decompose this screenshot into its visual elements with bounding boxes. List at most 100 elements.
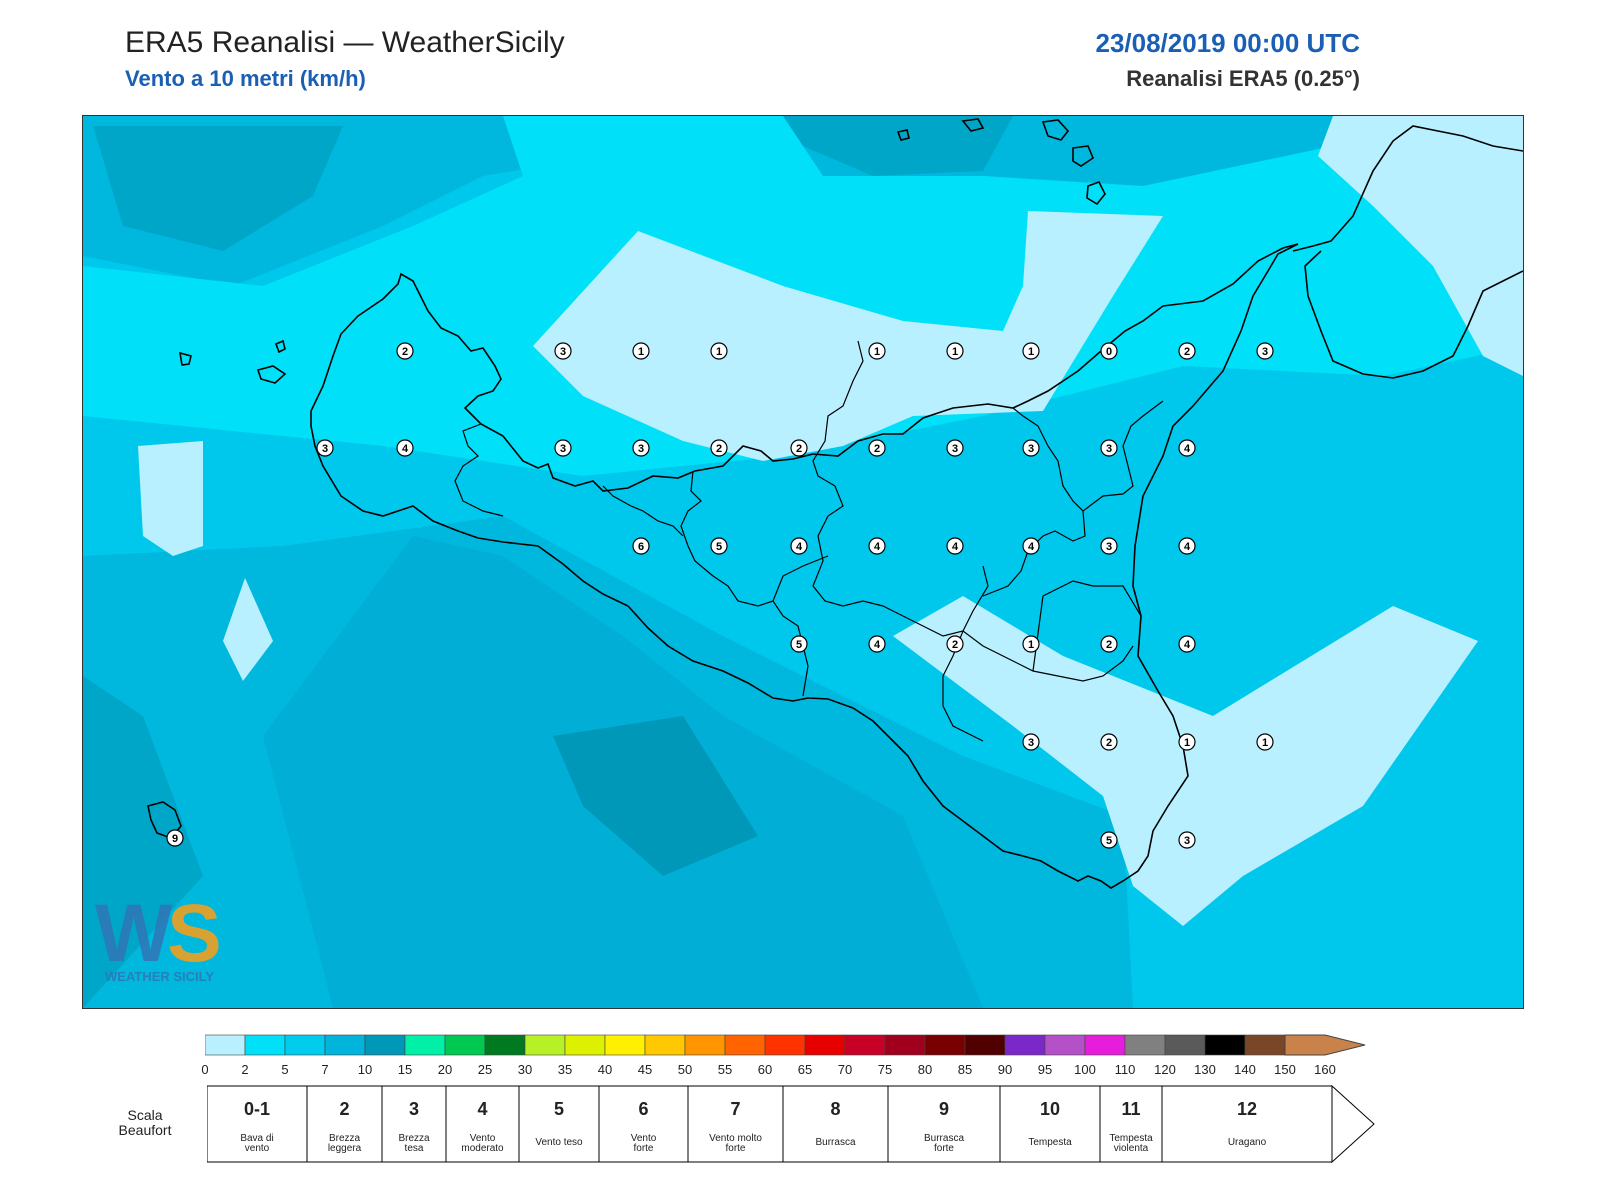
colorbar-tick-label: 140 xyxy=(1234,1062,1256,1077)
station-value: 2 xyxy=(952,639,958,651)
beaufort-description: Burrasca xyxy=(815,1137,855,1148)
station-marker: 2 xyxy=(790,439,808,457)
station-circle xyxy=(1022,537,1040,555)
station-value: 4 xyxy=(1184,443,1191,455)
station-circle xyxy=(868,537,886,555)
beaufort-cell-box xyxy=(999,1085,1101,1163)
station-circle xyxy=(710,342,728,360)
station-circle xyxy=(1022,733,1040,751)
station-circle xyxy=(868,439,886,457)
station-circle xyxy=(1100,342,1118,360)
station-marker: 1 xyxy=(1178,733,1196,751)
boundary-enna-catania xyxy=(812,485,989,637)
beaufort-number: 5 xyxy=(554,1099,564,1119)
colorbar-arrow xyxy=(1284,1034,1366,1056)
station-marker: 3 xyxy=(1022,439,1040,457)
beaufort-cell-box xyxy=(1099,1085,1163,1163)
station-marker: 4 xyxy=(868,537,886,555)
station-value: 1 xyxy=(874,346,880,358)
island-marettimo xyxy=(179,351,192,366)
station-marker: 4 xyxy=(1178,537,1196,555)
colorbar-swatch xyxy=(284,1034,326,1056)
colorbar-swatch xyxy=(364,1034,406,1056)
station-marker: 4 xyxy=(1178,439,1196,457)
island-favignana xyxy=(256,365,287,384)
station-circle xyxy=(396,342,414,360)
beaufort-cell: 8 Burrasca xyxy=(782,1085,889,1163)
colorbar-tick-label: 110 xyxy=(1114,1062,1136,1077)
boundary-agrigento-caltanissetta xyxy=(680,470,809,697)
station-value: 2 xyxy=(874,443,880,455)
beaufort-number: 7 xyxy=(730,1099,740,1119)
colorbar-swatch xyxy=(964,1034,1006,1056)
station-marker: 1 xyxy=(946,342,964,360)
wind-map: 2 3 1 1 1 1 1 0 2 3 3 4 3 3 2 2 2 3 3 3 4 6 5 4 4 4 4 3 4 5 4 2 1 2 4 3 2 1 1 5… xyxy=(82,115,1524,1009)
colorbar-swatch xyxy=(1124,1034,1166,1056)
colorbar-swatch xyxy=(844,1034,886,1056)
colorbar-swatch xyxy=(1244,1034,1286,1056)
station-marker: 3 xyxy=(316,439,334,457)
station-circle xyxy=(1178,342,1196,360)
station-value: 1 xyxy=(952,346,958,358)
colorbar-tick-label: 30 xyxy=(517,1062,533,1077)
weathersicily-logo: W S WEATHER SICILY xyxy=(95,888,222,984)
colorbar-swatch xyxy=(1004,1034,1046,1056)
station-marker: 2 xyxy=(710,439,728,457)
beaufort-description: Tempesta xyxy=(1028,1137,1072,1148)
station-circle xyxy=(316,439,334,457)
beaufort-description: Vento xyxy=(631,1133,657,1144)
field-calm-west xyxy=(138,441,203,556)
station-circle xyxy=(632,439,650,457)
colorbar-tick-label: 35 xyxy=(557,1062,573,1077)
station-circle xyxy=(1100,635,1118,653)
colorbar-tick-label: 70 xyxy=(837,1062,853,1077)
colorbar-swatch xyxy=(804,1034,846,1056)
logo-text: WEATHER SICILY xyxy=(105,969,214,984)
station-value: 2 xyxy=(716,443,722,455)
beaufort-number: 9 xyxy=(939,1099,949,1119)
boundary-catania-siracusa xyxy=(1032,580,1142,672)
beaufort-number: 12 xyxy=(1237,1099,1257,1119)
station-marker: 3 xyxy=(946,439,964,457)
station-circle xyxy=(868,635,886,653)
colorbar-tick-label: 10 xyxy=(357,1062,373,1077)
beaufort-description: Vento xyxy=(470,1133,496,1144)
station-value: 3 xyxy=(1106,541,1112,553)
field-southwest-band xyxy=(83,676,203,1008)
station-circle xyxy=(710,439,728,457)
colorbar-tick-label: 95 xyxy=(1037,1062,1053,1077)
station-value: 2 xyxy=(1106,639,1112,651)
colorbar-tick-label: 120 xyxy=(1154,1062,1176,1077)
province-boundaries xyxy=(454,340,1164,742)
station-marker: 5 xyxy=(710,537,728,555)
station-value: 6 xyxy=(638,541,644,553)
map-subtitle: Vento a 10 metri (km/h) xyxy=(125,66,366,91)
station-value: 1 xyxy=(1262,737,1268,749)
island-alicudi xyxy=(961,118,985,132)
station-marker: 4 xyxy=(946,537,964,555)
station-circle xyxy=(1178,439,1196,457)
station-value: 1 xyxy=(1028,639,1034,651)
colorbar-swatch xyxy=(324,1034,366,1056)
station-marker: 3 xyxy=(1100,537,1118,555)
station-value: 3 xyxy=(638,443,644,455)
station-circle xyxy=(1100,831,1118,849)
station-circle xyxy=(166,829,184,847)
station-marker: 3 xyxy=(1178,831,1196,849)
station-circle xyxy=(632,537,650,555)
station-value: 1 xyxy=(638,346,644,358)
colorbar-swatch xyxy=(1084,1034,1126,1056)
colorbar-tick-label: 45 xyxy=(637,1062,653,1077)
colorbar-tick-label: 15 xyxy=(397,1062,413,1077)
station-circle xyxy=(1178,537,1196,555)
beaufort-number: 6 xyxy=(638,1099,648,1119)
colorbar-tick-labels: 0 2 5 7 10 15 20 25 30 35 40 45 50 55 60 65 70 75 80 85 90 95… xyxy=(201,1062,1405,1080)
boundary-enna-caltanissetta xyxy=(772,555,829,602)
wind-field: 2 3 1 1 1 1 1 0 2 3 3 4 3 3 2 2 2 3 3 3 4 6 5 4 4 4 4 3 4 5 4 2 1 2 4 3 2 1 1 5… xyxy=(83,116,1523,1008)
station-marker: 3 xyxy=(554,342,572,360)
calabria-south-coast xyxy=(1304,250,1523,379)
station-value: 3 xyxy=(1262,346,1268,358)
station-value: 3 xyxy=(1028,737,1034,749)
